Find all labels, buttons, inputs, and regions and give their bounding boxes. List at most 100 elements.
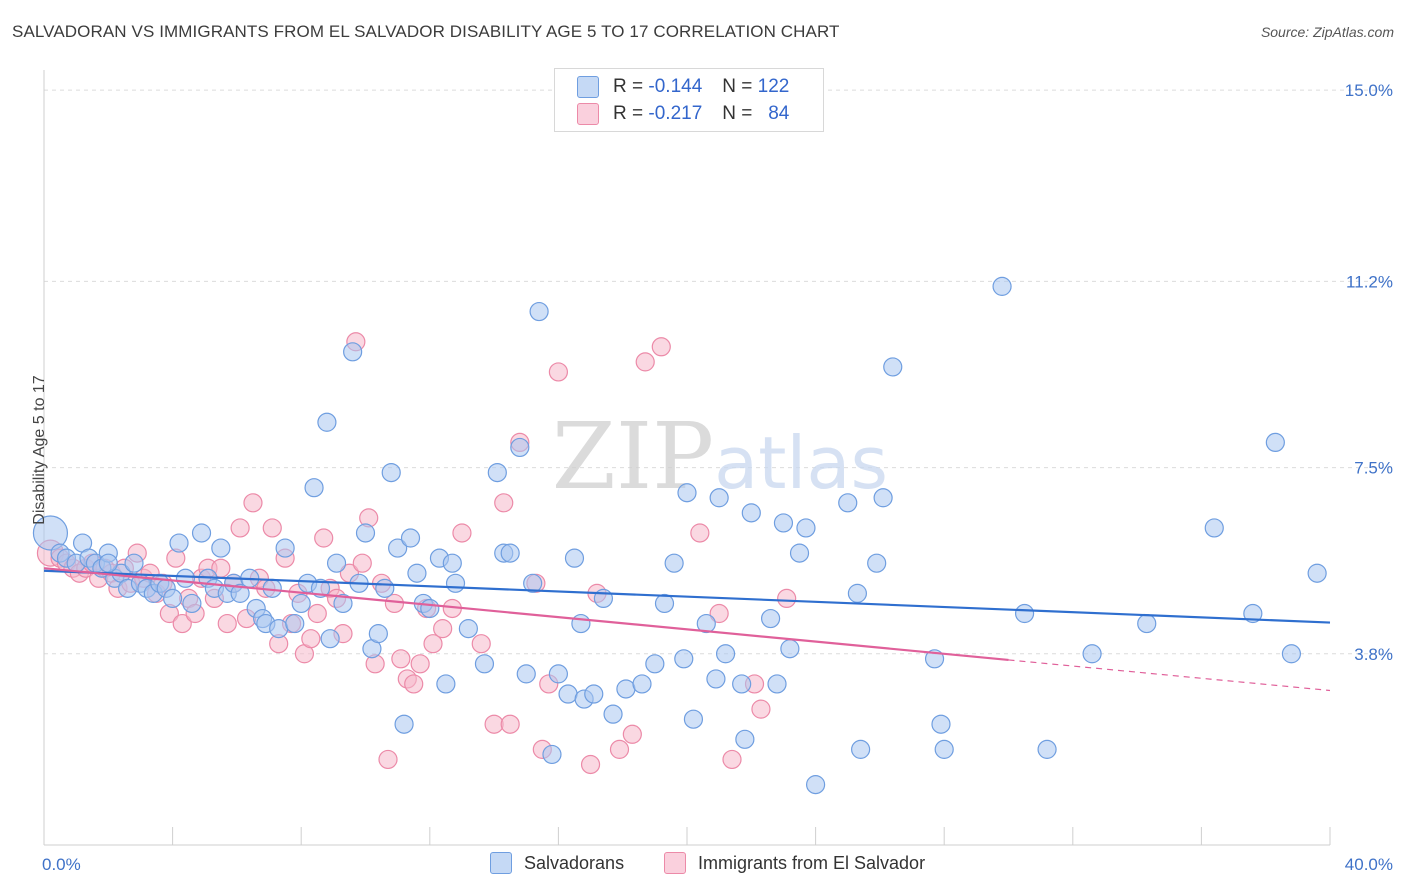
r-value-immigrants: -0.217 — [648, 103, 703, 124]
point-salvadorans-90 — [709, 488, 729, 508]
point-salvadorans-118 — [1265, 432, 1285, 453]
point-salvadorans-106 — [873, 488, 893, 508]
point-salvadorans-96 — [767, 674, 787, 694]
point-salvadorans-91 — [715, 644, 736, 664]
point-immigrants-63 — [471, 634, 491, 654]
legend-row-salvadorans: R = -0.144 N = 122 — [577, 74, 789, 100]
point-salvadorans-117 — [1243, 603, 1263, 624]
chart-title: SALVADORAN VS IMMIGRANTS FROM EL SALVADO… — [12, 22, 840, 41]
point-salvadorans-77 — [584, 684, 604, 704]
point-salvadorans-34 — [269, 619, 289, 639]
point-salvadorans-111 — [992, 276, 1012, 296]
point-salvadorans-114 — [1082, 644, 1102, 664]
point-salvadorans-71 — [542, 744, 562, 765]
point-salvadorans-105 — [867, 553, 887, 573]
point-immigrants-41 — [307, 603, 327, 624]
point-salvadorans-87 — [683, 709, 704, 729]
point-immigrants-48 — [352, 553, 372, 573]
point-salvadorans-93 — [735, 729, 755, 749]
point-salvadorans-37 — [291, 593, 311, 614]
point-salvadorans-94 — [741, 503, 761, 523]
point-salvadorans-119 — [1281, 644, 1302, 664]
point-salvadorans-110 — [934, 739, 954, 759]
point-salvadorans-120 — [1307, 563, 1327, 583]
point-salvadorans-100 — [796, 518, 816, 538]
point-immigrants-64 — [484, 714, 504, 734]
point-salvadorans-97 — [773, 513, 794, 533]
point-immigrants-27 — [217, 613, 237, 634]
point-salvadorans-85 — [674, 649, 694, 669]
point-salvadorans-41 — [317, 412, 337, 432]
point-immigrants-31 — [243, 493, 263, 513]
point-salvadorans-63 — [474, 654, 495, 674]
point-immigrants-65 — [494, 493, 514, 513]
point-salvadorans-70 — [529, 301, 549, 322]
point-immigrants-78 — [690, 523, 710, 543]
point-immigrants-74 — [609, 739, 630, 759]
point-salvadorans-47 — [355, 523, 376, 543]
n-label: N = — [722, 76, 753, 97]
point-immigrants-34 — [262, 518, 282, 538]
grid-lines — [44, 89, 1392, 655]
legend-item-immigrants: Immigrants from El Salvador — [664, 852, 925, 874]
r-label: R = — [613, 103, 644, 124]
legend-label-salvadorans: Salvadorans — [524, 852, 625, 873]
point-salvadorans-35 — [275, 538, 295, 558]
point-immigrants-66 — [500, 714, 520, 734]
point-immigrants-75 — [622, 724, 642, 744]
trend-line-dashed-immigrants — [1008, 659, 1331, 692]
x-tick-label-0: 0.0% — [42, 855, 81, 874]
point-immigrants-79 — [709, 603, 729, 624]
point-salvadorans-67 — [510, 437, 530, 458]
point-salvadorans-80 — [616, 679, 636, 699]
point-salvadorans-74 — [564, 548, 585, 568]
point-immigrants-52 — [378, 749, 398, 770]
point-salvadorans-116 — [1204, 518, 1224, 538]
point-immigrants-72 — [580, 754, 601, 775]
point-salvadorans-55 — [407, 563, 427, 583]
point-salvadorans-102 — [838, 493, 858, 513]
legend-item-salvadorans: Salvadorans — [490, 852, 624, 874]
point-immigrants-80 — [722, 749, 742, 770]
point-salvadorans-86 — [677, 483, 697, 503]
point-immigrants-71 — [548, 362, 569, 382]
legend-label-immigrants: Immigrants from El Salvador — [698, 852, 926, 873]
point-salvadorans-49 — [368, 624, 388, 644]
y-axis-label-wrap: Disability Age 5 to 17 — [12, 300, 48, 600]
point-salvadorans-12 — [124, 553, 144, 573]
legend-swatch-blue — [577, 76, 599, 98]
point-salvadorans-20 — [175, 568, 196, 588]
point-immigrants-59 — [423, 634, 443, 654]
point-immigrants-82 — [751, 699, 771, 719]
point-salvadorans-109 — [931, 714, 951, 734]
point-salvadorans-54 — [400, 528, 421, 548]
point-salvadorans-101 — [805, 775, 826, 795]
point-salvadorans-113 — [1037, 739, 1057, 759]
point-immigrants-76 — [635, 352, 655, 372]
point-immigrants-42 — [314, 528, 334, 548]
y-tick-label-3: 15.0% — [1345, 81, 1393, 100]
series-salvadorans-points — [32, 276, 1327, 795]
trend-line-salvadorans — [43, 569, 1331, 624]
point-salvadorans-95 — [760, 608, 781, 629]
point-salvadorans-0 — [32, 515, 69, 551]
tick-labels: 3.8% 7.5% 11.2% 15.0% 0.0% 40.0% — [42, 81, 1393, 874]
point-salvadorans-68 — [516, 664, 536, 684]
legend-swatch-pink — [577, 103, 599, 125]
point-salvadorans-43 — [326, 553, 347, 573]
trend-line-immigrants — [43, 567, 1009, 662]
n-value-salvadorans: 122 — [757, 76, 790, 97]
point-salvadorans-22 — [191, 523, 212, 543]
point-immigrants-62 — [452, 523, 472, 543]
point-immigrants-57 — [410, 654, 430, 674]
point-salvadorans-69 — [523, 573, 543, 593]
point-immigrants-29 — [230, 518, 250, 538]
point-salvadorans-92 — [732, 674, 752, 694]
watermark-atlas: atlas — [714, 421, 888, 505]
r-label: R = — [613, 76, 644, 97]
point-salvadorans-25 — [211, 538, 231, 558]
point-salvadorans-64 — [487, 462, 507, 483]
point-salvadorans-115 — [1137, 613, 1157, 634]
point-salvadorans-98 — [780, 639, 800, 659]
